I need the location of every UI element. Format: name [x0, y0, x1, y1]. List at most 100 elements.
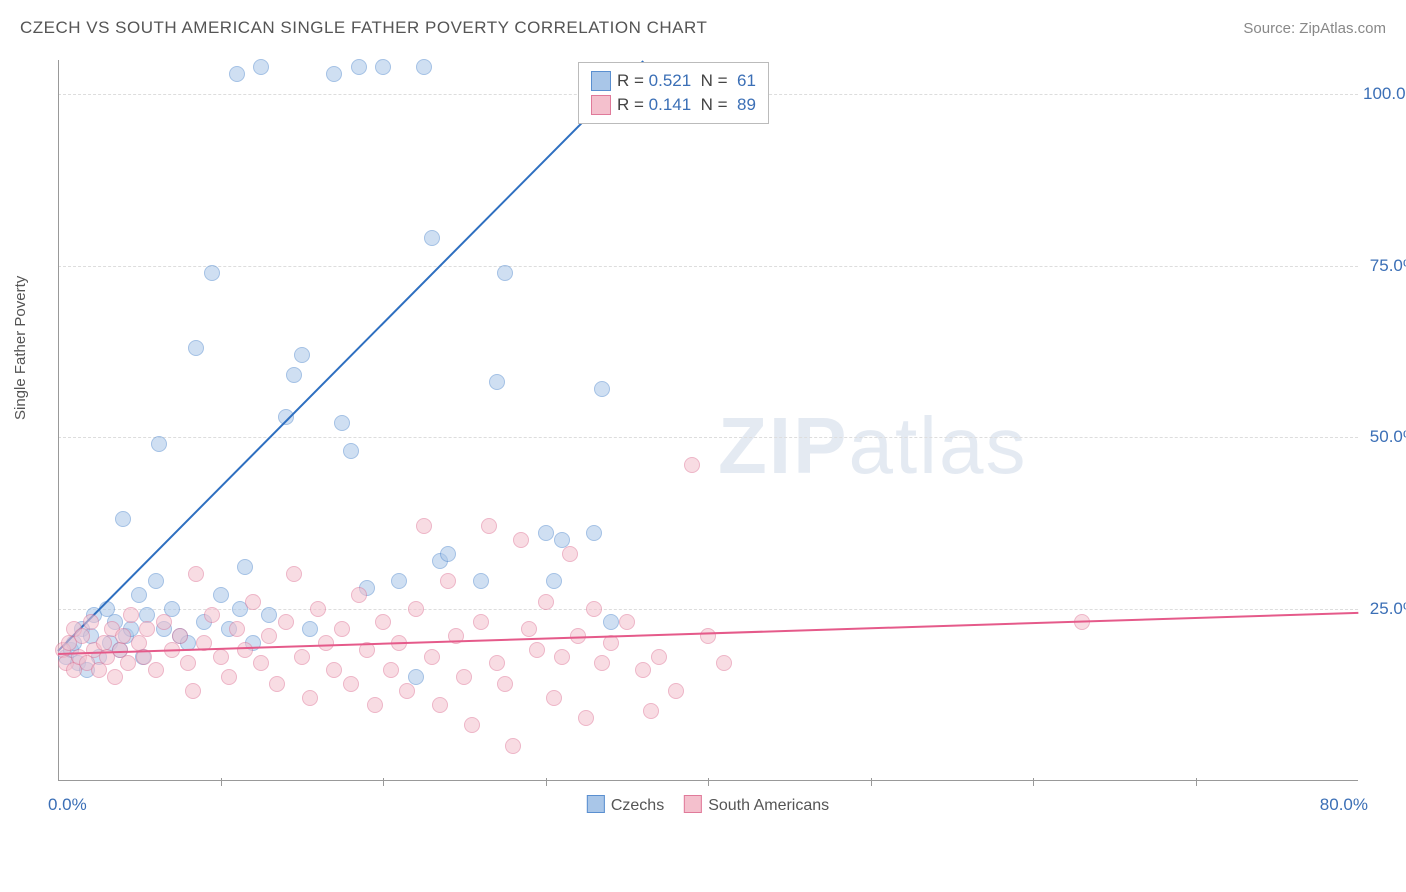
chart-header: CZECH VS SOUTH AMERICAN SINGLE FATHER PO… [20, 18, 1386, 38]
data-point [151, 436, 167, 452]
data-point [700, 628, 716, 644]
data-point [546, 573, 562, 589]
data-point [229, 66, 245, 82]
data-point [74, 628, 90, 644]
data-point [668, 683, 684, 699]
legend-swatch [684, 795, 702, 813]
y-tick-label: 100.0% [1363, 84, 1406, 104]
data-point [148, 573, 164, 589]
data-point [91, 662, 107, 678]
data-point [286, 566, 302, 582]
x-tick [708, 778, 709, 786]
data-point [237, 559, 253, 575]
data-point [464, 717, 480, 733]
data-point [383, 662, 399, 678]
data-point [538, 525, 554, 541]
data-point [367, 697, 383, 713]
data-point [603, 614, 619, 630]
data-point [204, 607, 220, 623]
data-point [253, 59, 269, 75]
data-point [578, 710, 594, 726]
correlation-legend: R = 0.521 N = 61 R = 0.141 N = 89 [578, 62, 769, 124]
x-tick-label: 0.0% [48, 795, 87, 815]
data-point [237, 642, 253, 658]
source-prefix: Source: [1243, 20, 1299, 37]
data-point [497, 676, 513, 692]
gridline [58, 266, 1358, 267]
data-point [107, 669, 123, 685]
data-point [408, 601, 424, 617]
data-point [326, 66, 342, 82]
data-point [416, 59, 432, 75]
scatter-plot: ZIPatlas 25.0%50.0%75.0%100.0%0.0%80.0% … [58, 60, 1358, 810]
data-point [489, 655, 505, 671]
gridline [58, 437, 1358, 438]
watermark-atlas: atlas [848, 401, 1027, 490]
data-point [83, 614, 99, 630]
data-point [399, 683, 415, 699]
data-point [424, 230, 440, 246]
data-point [456, 669, 472, 685]
data-point [334, 415, 350, 431]
data-point [489, 374, 505, 390]
x-tick [1196, 778, 1197, 786]
legend-label: South Americans [708, 797, 829, 814]
data-point [505, 738, 521, 754]
data-point [188, 566, 204, 582]
data-point [586, 601, 602, 617]
data-point [562, 546, 578, 562]
data-point [416, 518, 432, 534]
legend-swatch [591, 95, 611, 115]
data-point [351, 587, 367, 603]
y-axis [58, 60, 59, 780]
data-point [343, 443, 359, 459]
x-tick [221, 778, 222, 786]
data-point [554, 649, 570, 665]
data-point [148, 662, 164, 678]
data-point [115, 511, 131, 527]
data-point [221, 669, 237, 685]
data-point [131, 587, 147, 603]
data-point [375, 59, 391, 75]
data-point [513, 532, 529, 548]
y-tick-label: 75.0% [1363, 256, 1406, 276]
data-point [473, 573, 489, 589]
data-point [294, 347, 310, 363]
data-point [180, 655, 196, 671]
data-point [261, 628, 277, 644]
x-tick [383, 778, 384, 786]
legend-item: South Americans [684, 795, 829, 815]
data-point [440, 546, 456, 562]
data-point [245, 594, 261, 610]
legend-swatch [591, 71, 611, 91]
data-point [334, 621, 350, 637]
data-point [213, 587, 229, 603]
x-tick [871, 778, 872, 786]
y-tick-label: 50.0% [1363, 427, 1406, 447]
data-point [286, 367, 302, 383]
data-point [120, 655, 136, 671]
data-point [538, 594, 554, 610]
data-point [326, 662, 342, 678]
data-point [497, 265, 513, 281]
legend-text: R = 0.141 N = 89 [617, 95, 756, 115]
data-point [684, 457, 700, 473]
data-point [546, 690, 562, 706]
data-point [204, 265, 220, 281]
data-point [716, 655, 732, 671]
data-point [302, 690, 318, 706]
data-point [188, 340, 204, 356]
source-name: ZipAtlas.com [1299, 20, 1386, 37]
data-point [185, 683, 201, 699]
data-point [213, 649, 229, 665]
chart-source: Source: ZipAtlas.com [1243, 20, 1386, 37]
data-point [586, 525, 602, 541]
data-point [310, 601, 326, 617]
legend-text: R = 0.521 N = 61 [617, 71, 756, 91]
data-point [635, 662, 651, 678]
data-point [594, 381, 610, 397]
watermark-zip: ZIP [718, 401, 848, 490]
y-tick-label: 25.0% [1363, 599, 1406, 619]
data-point [229, 621, 245, 637]
watermark: ZIPatlas [718, 400, 1027, 492]
